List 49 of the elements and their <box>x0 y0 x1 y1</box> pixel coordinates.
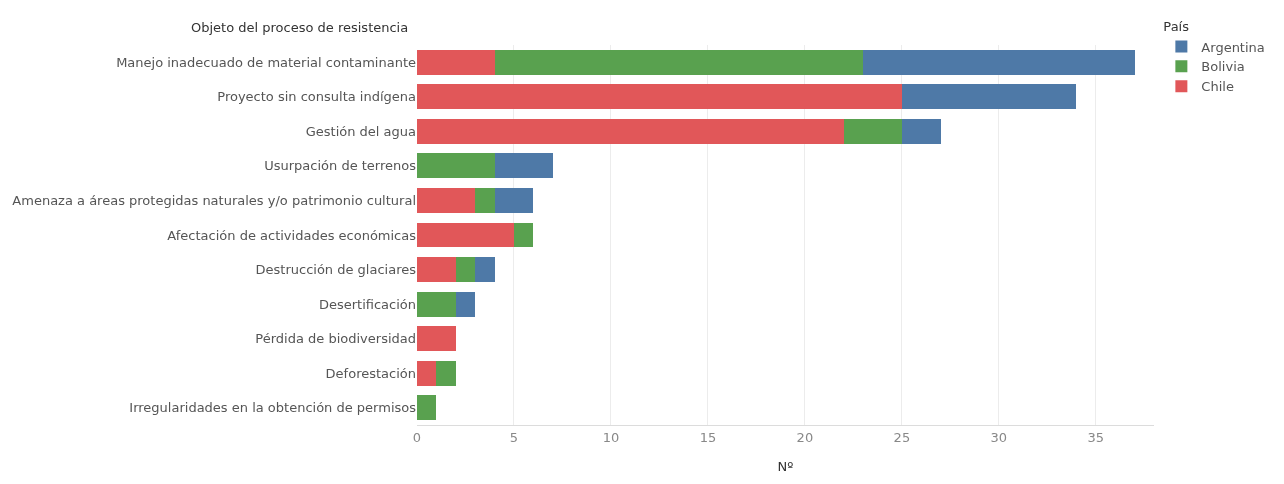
bar <box>417 49 495 75</box>
x-tick-label: 35 <box>1087 429 1105 445</box>
bar <box>436 360 456 386</box>
y-tick-label: Proyecto sin consulta indígena <box>217 89 416 105</box>
y-tick-label: Deforestación <box>325 365 416 381</box>
bar <box>417 118 844 144</box>
y-tick-label: Manejo inadecuado de material contaminante <box>116 54 416 70</box>
bar <box>513 222 534 248</box>
y-axis-title: Objeto del proceso de resistencia <box>191 20 409 35</box>
bar <box>843 118 902 144</box>
bar <box>494 153 553 179</box>
bar <box>417 84 902 110</box>
bar <box>494 49 864 75</box>
y-tick-label: Pérdida de biodiversidad <box>255 331 416 347</box>
bar <box>863 49 1135 75</box>
bar <box>417 360 437 386</box>
bar <box>901 84 1077 110</box>
bar <box>455 291 476 317</box>
bar <box>417 222 514 248</box>
x-tick-label: 30 <box>990 429 1008 445</box>
legend-label: Bolivia <box>1201 59 1245 75</box>
x-tick-label: 15 <box>699 429 717 445</box>
x-tick-label: 10 <box>602 429 620 445</box>
x-tick-label: 5 <box>509 429 519 445</box>
bar <box>417 291 456 317</box>
y-tick-label: Destrucción de glaciares <box>255 262 417 278</box>
x-tick-label: 25 <box>893 429 911 445</box>
legend-label: Chile <box>1201 79 1234 95</box>
y-tick-label: Desertificación <box>318 296 416 312</box>
y-tick-label: Gestión del agua <box>305 123 416 139</box>
x-axis-title: Nº <box>777 459 794 475</box>
bar <box>494 188 534 213</box>
legend-title: País <box>1163 19 1190 35</box>
bar <box>901 118 941 144</box>
legend-label: Argentina <box>1201 39 1265 55</box>
x-tick-label: 0 <box>412 429 422 445</box>
x-tick-label: 20 <box>796 429 814 445</box>
bar <box>475 257 495 282</box>
bar <box>417 153 495 179</box>
bar <box>417 326 456 352</box>
y-tick-label: Usurpación de terrenos <box>264 158 417 174</box>
bar <box>417 188 476 213</box>
bar <box>417 395 437 421</box>
y-tick-label: Irregularidades en la obtención de permisos <box>129 400 417 416</box>
bar <box>455 257 476 282</box>
y-tick-label: Afectación de actividades económicas <box>167 227 417 243</box>
y-tick-label: Amenaza a áreas protegidas naturales y/o patrimonio cultural <box>12 193 416 208</box>
bar <box>475 188 495 213</box>
bar <box>417 257 456 282</box>
